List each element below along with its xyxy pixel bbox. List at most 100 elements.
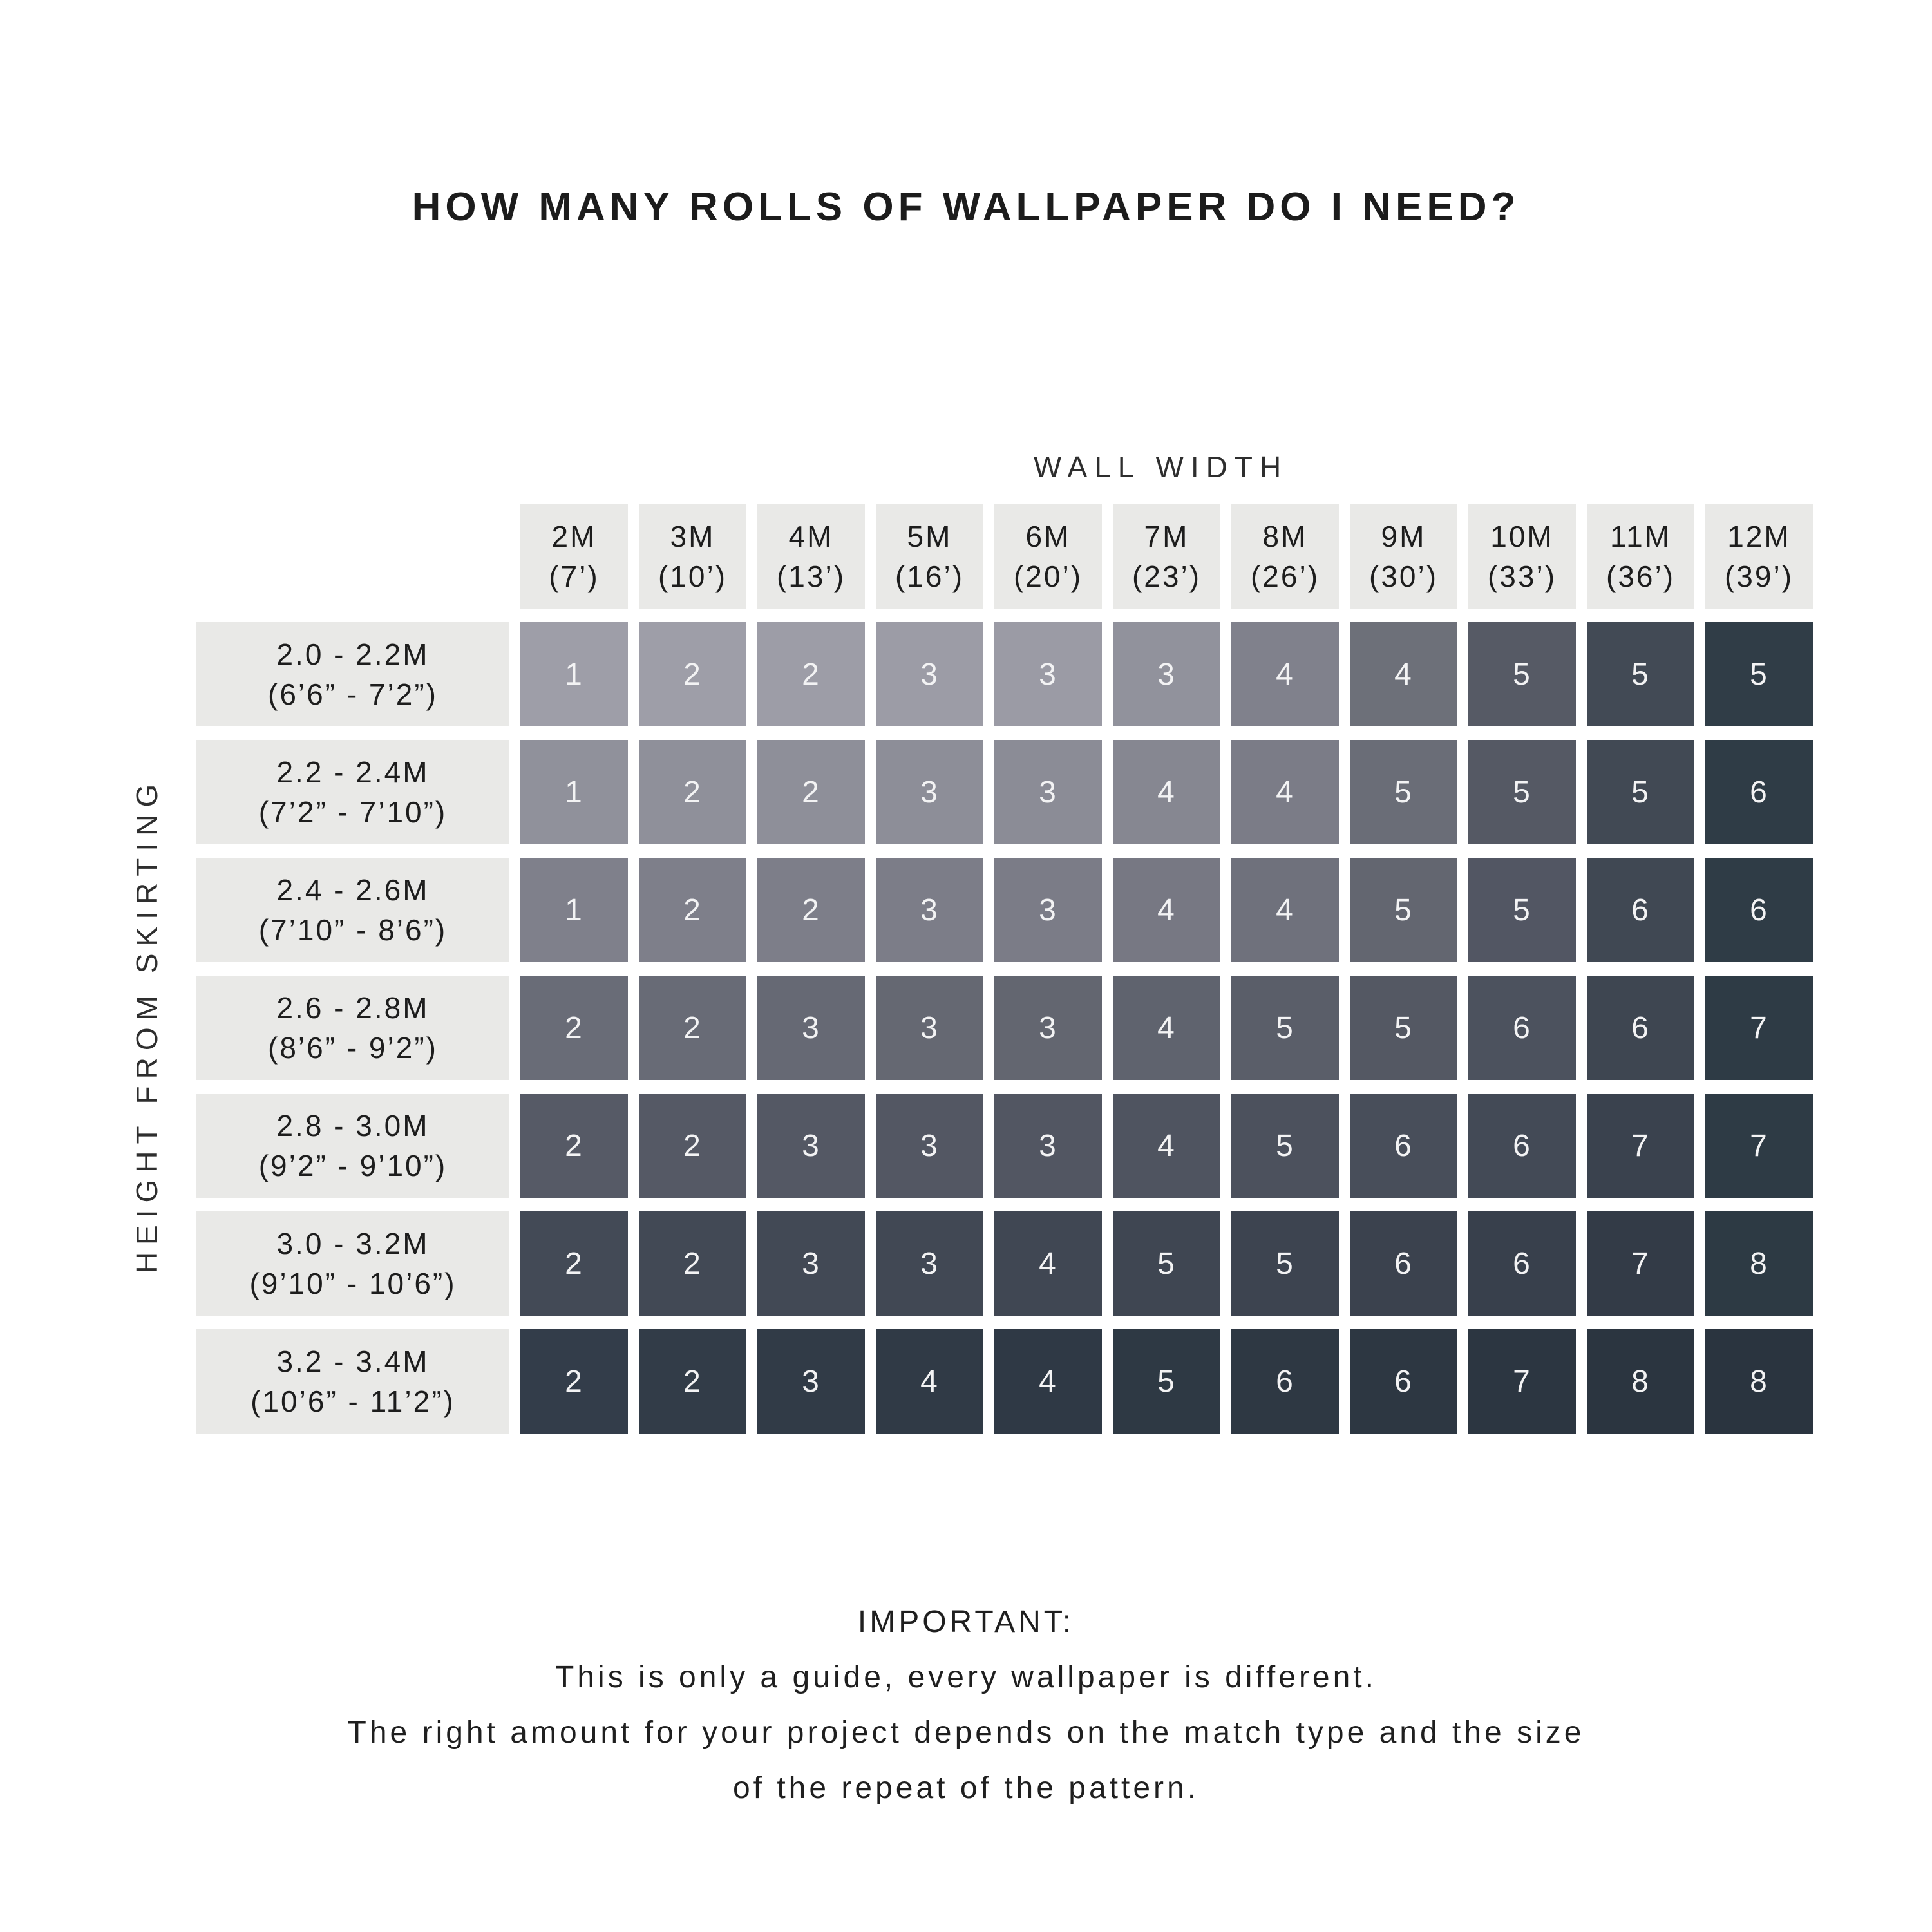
roll-count-cell: 2 xyxy=(639,1329,746,1434)
col-header-5m: 5M (16’) xyxy=(876,504,983,609)
roll-count-cell: 5 xyxy=(1231,1094,1339,1198)
roll-count-cell: 6 xyxy=(1587,858,1694,962)
roll-count-cell: 7 xyxy=(1587,1211,1694,1316)
row-header: 2.2 - 2.4M (7’2” - 7’10”) xyxy=(196,740,509,844)
col-header-9m: 9M (30’) xyxy=(1350,504,1457,609)
footer-line-repeat: of the repeat of the pattern. xyxy=(732,1771,1200,1805)
roll-count-cell: 5 xyxy=(1587,622,1694,726)
roll-count-cell: 4 xyxy=(876,1329,983,1434)
roll-count-cell: 4 xyxy=(1231,622,1339,726)
roll-count-cell: 3 xyxy=(994,740,1102,844)
roll-count-cell: 2 xyxy=(639,858,746,962)
roll-count-cell: 6 xyxy=(1350,1329,1457,1434)
roll-count-cell: 7 xyxy=(1587,1094,1694,1198)
footer-line-important: IMPORTANT: xyxy=(857,1605,1075,1639)
col-header-metric: 3M xyxy=(670,520,715,553)
roll-count-cell: 8 xyxy=(1705,1329,1813,1434)
table-corner-spacer xyxy=(196,504,509,609)
roll-count-cell: 4 xyxy=(1113,740,1220,844)
col-header-imperial: (26’) xyxy=(1250,560,1320,593)
row-header-metric: 3.2 - 3.4M xyxy=(276,1345,430,1378)
rolls-table: 2M (7’) 3M (10’) 4M (13’) 5M (16’) 6M (20’) 7M (23’… xyxy=(196,504,1813,1434)
roll-count-cell: 4 xyxy=(994,1211,1102,1316)
col-header-imperial: (20’) xyxy=(1013,560,1083,593)
roll-count-cell: 5 xyxy=(1113,1211,1220,1316)
row-header: 2.6 - 2.8M (8’6” - 9’2”) xyxy=(196,976,509,1080)
roll-count-cell: 3 xyxy=(876,1094,983,1198)
roll-count-cell: 2 xyxy=(639,1211,746,1316)
roll-count-cell: 7 xyxy=(1468,1329,1576,1434)
roll-count-cell: 3 xyxy=(876,976,983,1080)
roll-count-cell: 3 xyxy=(876,858,983,962)
col-header-imperial: (16’) xyxy=(895,560,965,593)
roll-count-cell: 2 xyxy=(520,976,628,1080)
col-header-8m: 8M (26’) xyxy=(1231,504,1339,609)
roll-count-cell: 5 xyxy=(1705,622,1813,726)
row-header-imperial: (6’6” - 7’2”) xyxy=(268,677,438,711)
roll-count-cell: 1 xyxy=(520,622,628,726)
footer-line-depends: The right amount for your project depend… xyxy=(347,1716,1585,1750)
roll-count-cell: 6 xyxy=(1468,1094,1576,1198)
page-title: HOW MANY ROLLS OF WALLPAPER DO I NEED? xyxy=(412,185,1520,229)
roll-count-cell: 7 xyxy=(1705,1094,1813,1198)
col-header-metric: 10M xyxy=(1490,520,1554,553)
roll-count-cell: 4 xyxy=(1231,858,1339,962)
roll-count-cell: 7 xyxy=(1705,976,1813,1080)
col-header-imperial: (10’) xyxy=(658,560,728,593)
roll-count-cell: 5 xyxy=(1350,740,1457,844)
roll-count-cell: 3 xyxy=(876,740,983,844)
roll-count-cell: 2 xyxy=(757,622,865,726)
col-header-metric: 2M xyxy=(551,520,597,553)
roll-count-cell: 4 xyxy=(1113,1094,1220,1198)
roll-count-cell: 8 xyxy=(1705,1211,1813,1316)
col-header-10m: 10M (33’) xyxy=(1468,504,1576,609)
col-header-imperial: (30’) xyxy=(1368,560,1439,593)
roll-count-cell: 4 xyxy=(994,1329,1102,1434)
roll-count-cell: 3 xyxy=(757,976,865,1080)
col-header-4m: 4M (13’) xyxy=(757,504,865,609)
row-header: 2.8 - 3.0M (9’2” - 9’10”) xyxy=(196,1094,509,1198)
roll-count-cell: 2 xyxy=(639,740,746,844)
col-header-7m: 7M (23’) xyxy=(1113,504,1220,609)
row-header-metric: 3.0 - 3.2M xyxy=(276,1227,430,1260)
col-header-imperial: (7’) xyxy=(549,560,600,593)
col-header-imperial: (13’) xyxy=(776,560,846,593)
roll-count-cell: 2 xyxy=(757,740,865,844)
roll-count-cell: 8 xyxy=(1587,1329,1694,1434)
roll-count-cell: 6 xyxy=(1587,976,1694,1080)
roll-count-cell: 3 xyxy=(994,976,1102,1080)
row-header: 3.2 - 3.4M (10’6” - 11’2”) xyxy=(196,1329,509,1434)
col-header-metric: 7M xyxy=(1144,520,1189,553)
col-header-imperial: (23’) xyxy=(1132,560,1202,593)
roll-count-cell: 5 xyxy=(1231,1211,1339,1316)
col-header-6m: 6M (20’) xyxy=(994,504,1102,609)
roll-count-cell: 2 xyxy=(520,1211,628,1316)
roll-count-cell: 5 xyxy=(1350,976,1457,1080)
roll-count-cell: 3 xyxy=(994,1094,1102,1198)
roll-count-cell: 6 xyxy=(1231,1329,1339,1434)
roll-count-cell: 2 xyxy=(639,1094,746,1198)
col-header-metric: 11M xyxy=(1609,520,1672,553)
roll-count-cell: 1 xyxy=(520,740,628,844)
row-header-imperial: (10’6” - 11’2”) xyxy=(251,1385,455,1418)
roll-count-cell: 6 xyxy=(1705,740,1813,844)
height-from-skirting-axis-label: HEIGHT FROM SKIRTING xyxy=(130,777,164,1274)
col-header-metric: 9M xyxy=(1381,520,1426,553)
roll-count-cell: 3 xyxy=(757,1329,865,1434)
roll-count-cell: 3 xyxy=(757,1094,865,1198)
row-header-imperial: (9’10” - 10’6”) xyxy=(249,1267,457,1300)
roll-count-cell: 5 xyxy=(1113,1329,1220,1434)
row-header-metric: 2.8 - 3.0M xyxy=(276,1109,430,1142)
row-header-imperial: (8’6” - 9’2”) xyxy=(268,1031,438,1065)
roll-count-cell: 4 xyxy=(1231,740,1339,844)
row-header-metric: 2.6 - 2.8M xyxy=(276,991,430,1025)
roll-count-cell: 3 xyxy=(1113,622,1220,726)
roll-count-cell: 3 xyxy=(994,622,1102,726)
wall-width-axis-label: WALL WIDTH xyxy=(1033,450,1289,484)
roll-count-cell: 6 xyxy=(1350,1094,1457,1198)
col-header-12m: 12M (39’) xyxy=(1705,504,1813,609)
row-header: 2.0 - 2.2M (6’6” - 7’2”) xyxy=(196,622,509,726)
row-header: 2.4 - 2.6M (7’10” - 8’6”) xyxy=(196,858,509,962)
col-header-metric: 6M xyxy=(1025,520,1071,553)
